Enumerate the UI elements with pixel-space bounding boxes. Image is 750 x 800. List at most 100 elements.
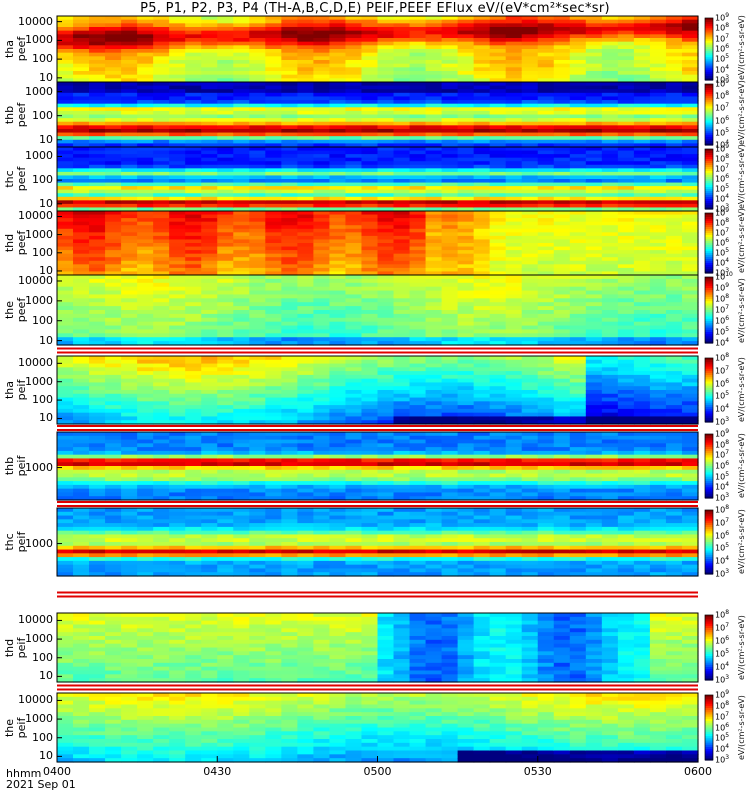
heat-cell — [345, 150, 363, 155]
colorbar-swatch — [705, 191, 713, 194]
heat-cell — [233, 359, 250, 365]
heat-cell — [585, 390, 603, 395]
heat-cell — [505, 23, 523, 28]
heat-cell — [201, 221, 218, 226]
heat-cell — [249, 390, 266, 395]
heat-cell — [105, 488, 122, 494]
heat-cell — [137, 286, 154, 292]
heat-cell — [201, 211, 218, 216]
heat-cell — [489, 290, 507, 296]
colorbar-swatch — [705, 84, 713, 87]
heat-cell — [249, 38, 266, 43]
heat-cell — [73, 333, 90, 338]
heat-cell — [185, 85, 202, 90]
heat-cell — [553, 260, 571, 265]
colorbar-swatch — [705, 307, 713, 311]
heat-cell — [489, 416, 507, 421]
heat-cell — [137, 71, 154, 76]
heat-cell — [329, 71, 347, 76]
heat-cell — [569, 329, 587, 334]
heat-cell — [665, 19, 683, 24]
heat-cell — [201, 260, 218, 265]
heat-cell — [329, 60, 347, 65]
heat-cell — [345, 466, 363, 471]
date-label: 2021 Sep 01 — [6, 778, 76, 791]
heat-cell — [57, 221, 74, 226]
heat-cell — [393, 164, 411, 169]
heat-cell — [569, 390, 587, 395]
heat-cell — [265, 121, 282, 126]
heat-cell — [137, 52, 154, 57]
heat-cell — [201, 374, 218, 380]
heat-cell — [57, 416, 74, 421]
heat-cell — [441, 250, 459, 255]
heat-cell — [649, 19, 667, 24]
heat-cell — [601, 136, 619, 141]
heat-cell — [441, 78, 459, 83]
heat-cell — [201, 56, 218, 61]
heat-cell — [329, 164, 347, 169]
colorbar-swatch — [705, 134, 713, 138]
heat-cell — [265, 264, 282, 269]
heat-cell — [217, 294, 234, 299]
heat-cell — [297, 477, 315, 482]
heat-cell — [569, 386, 587, 391]
heat-cell — [185, 49, 202, 54]
heat-cell — [665, 100, 683, 105]
heat-cell — [441, 193, 459, 198]
heat-cell — [537, 290, 555, 296]
heat-cell — [665, 118, 683, 123]
colorbar-swatch — [705, 53, 713, 56]
heat-cell — [105, 207, 122, 212]
heat-cell — [153, 30, 170, 35]
heat-cell — [265, 193, 282, 198]
heat-cell — [345, 473, 363, 478]
heat-cell — [217, 239, 234, 244]
heat-cell — [137, 329, 154, 334]
heat-cell — [201, 200, 218, 205]
heat-cell — [553, 401, 571, 406]
heat-cell — [201, 401, 218, 406]
heat-cell — [633, 56, 651, 61]
heat-cell — [441, 246, 459, 251]
heat-cell — [57, 333, 74, 338]
heat-cell — [553, 337, 571, 342]
heat-cell — [617, 286, 635, 292]
heat-cell — [137, 171, 154, 177]
heat-cell — [201, 143, 218, 148]
heat-cell — [457, 34, 475, 39]
heat-cell — [569, 302, 587, 307]
heat-cell — [521, 420, 539, 425]
heat-cell — [249, 110, 266, 116]
heat-cell — [505, 310, 523, 315]
heat-cell — [457, 390, 475, 395]
heat-cell — [425, 466, 443, 471]
heat-cell — [393, 378, 411, 384]
heat-cell — [233, 164, 250, 169]
heat-cell — [313, 443, 331, 448]
heat-cell — [217, 89, 234, 94]
heat-cell — [345, 78, 363, 83]
heat-cell — [329, 246, 347, 251]
heat-cell — [457, 150, 475, 155]
heat-cell — [425, 168, 443, 173]
heat-cell — [121, 443, 138, 448]
heat-cell — [569, 239, 587, 244]
heat-cell — [409, 401, 427, 406]
heat-cell — [329, 286, 347, 292]
heat-cell — [409, 63, 427, 68]
heat-cell — [393, 286, 411, 292]
heat-cell — [601, 416, 619, 421]
heat-cell — [569, 60, 587, 65]
heat-cell — [553, 386, 571, 391]
heat-cell — [617, 386, 635, 391]
heat-cell — [473, 27, 491, 32]
heat-cell — [425, 321, 443, 327]
heat-cell — [425, 56, 443, 61]
heat-cell — [473, 203, 491, 209]
heat-cell — [153, 74, 170, 79]
heat-cell — [521, 341, 539, 346]
heat-cell — [105, 228, 122, 233]
heat-cell — [329, 310, 347, 315]
heat-cell — [537, 416, 555, 421]
